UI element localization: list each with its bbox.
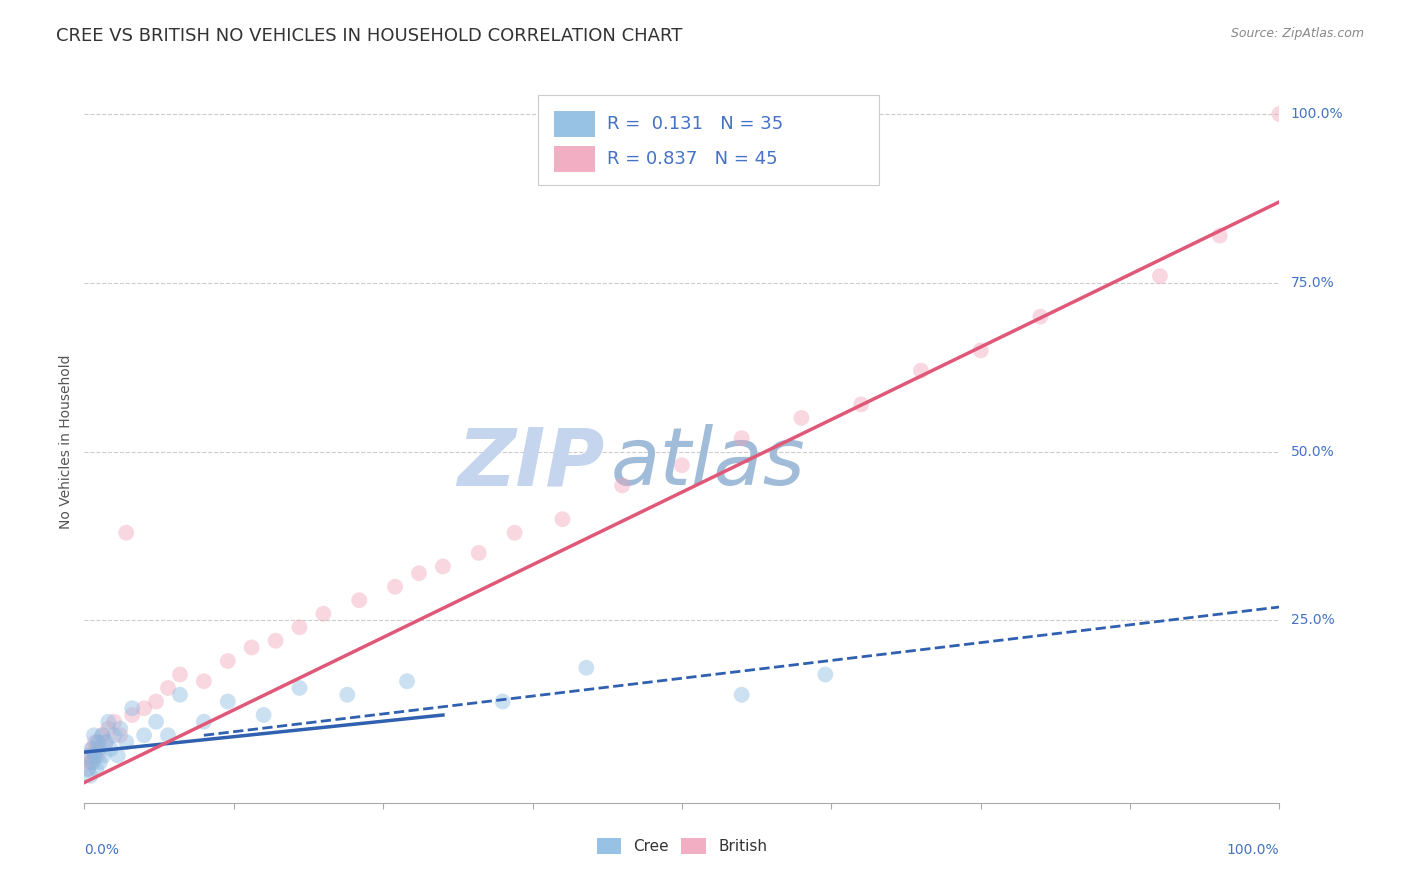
Point <box>110 728 132 742</box>
Text: 75.0%: 75.0% <box>1291 276 1334 290</box>
Text: R = 0.837   N = 45: R = 0.837 N = 45 <box>606 150 778 168</box>
Point <box>80 741 103 756</box>
Point <box>503 525 526 540</box>
Point <box>82 741 104 756</box>
Point <box>731 688 754 702</box>
Point <box>107 748 129 763</box>
Point <box>1149 269 1171 284</box>
Point <box>97 714 120 729</box>
Point <box>731 431 754 445</box>
Point <box>97 722 120 736</box>
Point <box>121 701 143 715</box>
Text: CREE VS BRITISH NO VEHICLES IN HOUSEHOLD CORRELATION CHART: CREE VS BRITISH NO VEHICLES IN HOUSEHOLD… <box>56 27 683 45</box>
Point <box>82 756 104 770</box>
Point <box>790 411 813 425</box>
Point <box>312 607 335 621</box>
Point <box>575 661 598 675</box>
Point <box>103 714 125 729</box>
Point <box>132 701 156 715</box>
Point <box>89 756 111 770</box>
Point <box>169 667 191 681</box>
Point <box>83 728 105 742</box>
Point <box>77 748 100 763</box>
FancyBboxPatch shape <box>538 95 879 185</box>
Point <box>264 633 287 648</box>
Point <box>349 593 371 607</box>
Legend: Cree, British: Cree, British <box>591 832 773 860</box>
FancyBboxPatch shape <box>554 112 595 137</box>
Point <box>851 397 873 411</box>
Point <box>84 748 107 763</box>
Point <box>468 546 491 560</box>
Point <box>157 728 180 742</box>
Point <box>970 343 993 358</box>
Point <box>814 667 837 681</box>
Point <box>288 681 311 695</box>
Point <box>121 708 143 723</box>
Point <box>217 694 239 708</box>
Point <box>169 688 191 702</box>
Point <box>396 674 419 689</box>
Point <box>100 741 122 756</box>
Point <box>91 728 114 742</box>
Point <box>1268 107 1291 121</box>
Text: Source: ZipAtlas.com: Source: ZipAtlas.com <box>1230 27 1364 40</box>
Point <box>193 674 215 689</box>
Point <box>77 756 100 770</box>
FancyBboxPatch shape <box>554 146 595 172</box>
Point <box>87 735 110 749</box>
Point <box>86 735 108 749</box>
Point <box>432 559 454 574</box>
Point <box>86 741 108 756</box>
Point <box>157 681 180 695</box>
Point <box>384 580 406 594</box>
Point <box>551 512 574 526</box>
Point <box>193 714 215 729</box>
Point <box>145 714 167 729</box>
Point <box>253 708 276 723</box>
Point <box>94 735 117 749</box>
Point <box>94 735 117 749</box>
Text: 25.0%: 25.0% <box>1291 614 1334 627</box>
Point <box>132 728 156 742</box>
Point <box>240 640 263 655</box>
Point <box>1029 310 1052 324</box>
Text: R =  0.131   N = 35: R = 0.131 N = 35 <box>606 115 783 133</box>
Text: atlas: atlas <box>610 425 806 502</box>
Point <box>612 478 634 492</box>
Point <box>115 735 138 749</box>
Point <box>671 458 693 472</box>
Point <box>87 741 110 756</box>
Point <box>115 525 138 540</box>
Point <box>492 694 515 708</box>
Point <box>84 735 107 749</box>
Point <box>83 748 105 763</box>
Point <box>217 654 239 668</box>
Text: 100.0%: 100.0% <box>1227 843 1279 856</box>
Point <box>145 694 167 708</box>
Point <box>93 748 115 763</box>
Point <box>91 728 114 742</box>
Point <box>79 748 101 763</box>
Y-axis label: No Vehicles in Household: No Vehicles in Household <box>59 354 73 529</box>
Point <box>408 566 430 581</box>
Point <box>1209 228 1232 243</box>
Point <box>80 756 103 770</box>
Point <box>288 620 311 634</box>
Point <box>336 688 359 702</box>
Point <box>77 762 100 776</box>
Text: 50.0%: 50.0% <box>1291 445 1334 458</box>
Point <box>77 762 100 776</box>
Point <box>910 364 932 378</box>
Point <box>110 722 132 736</box>
Text: 0.0%: 0.0% <box>84 843 120 856</box>
Point <box>103 728 125 742</box>
Text: 100.0%: 100.0% <box>1291 107 1343 121</box>
Point <box>79 769 101 783</box>
Point <box>86 762 108 776</box>
Text: ZIP: ZIP <box>457 425 605 502</box>
Point <box>86 748 108 763</box>
